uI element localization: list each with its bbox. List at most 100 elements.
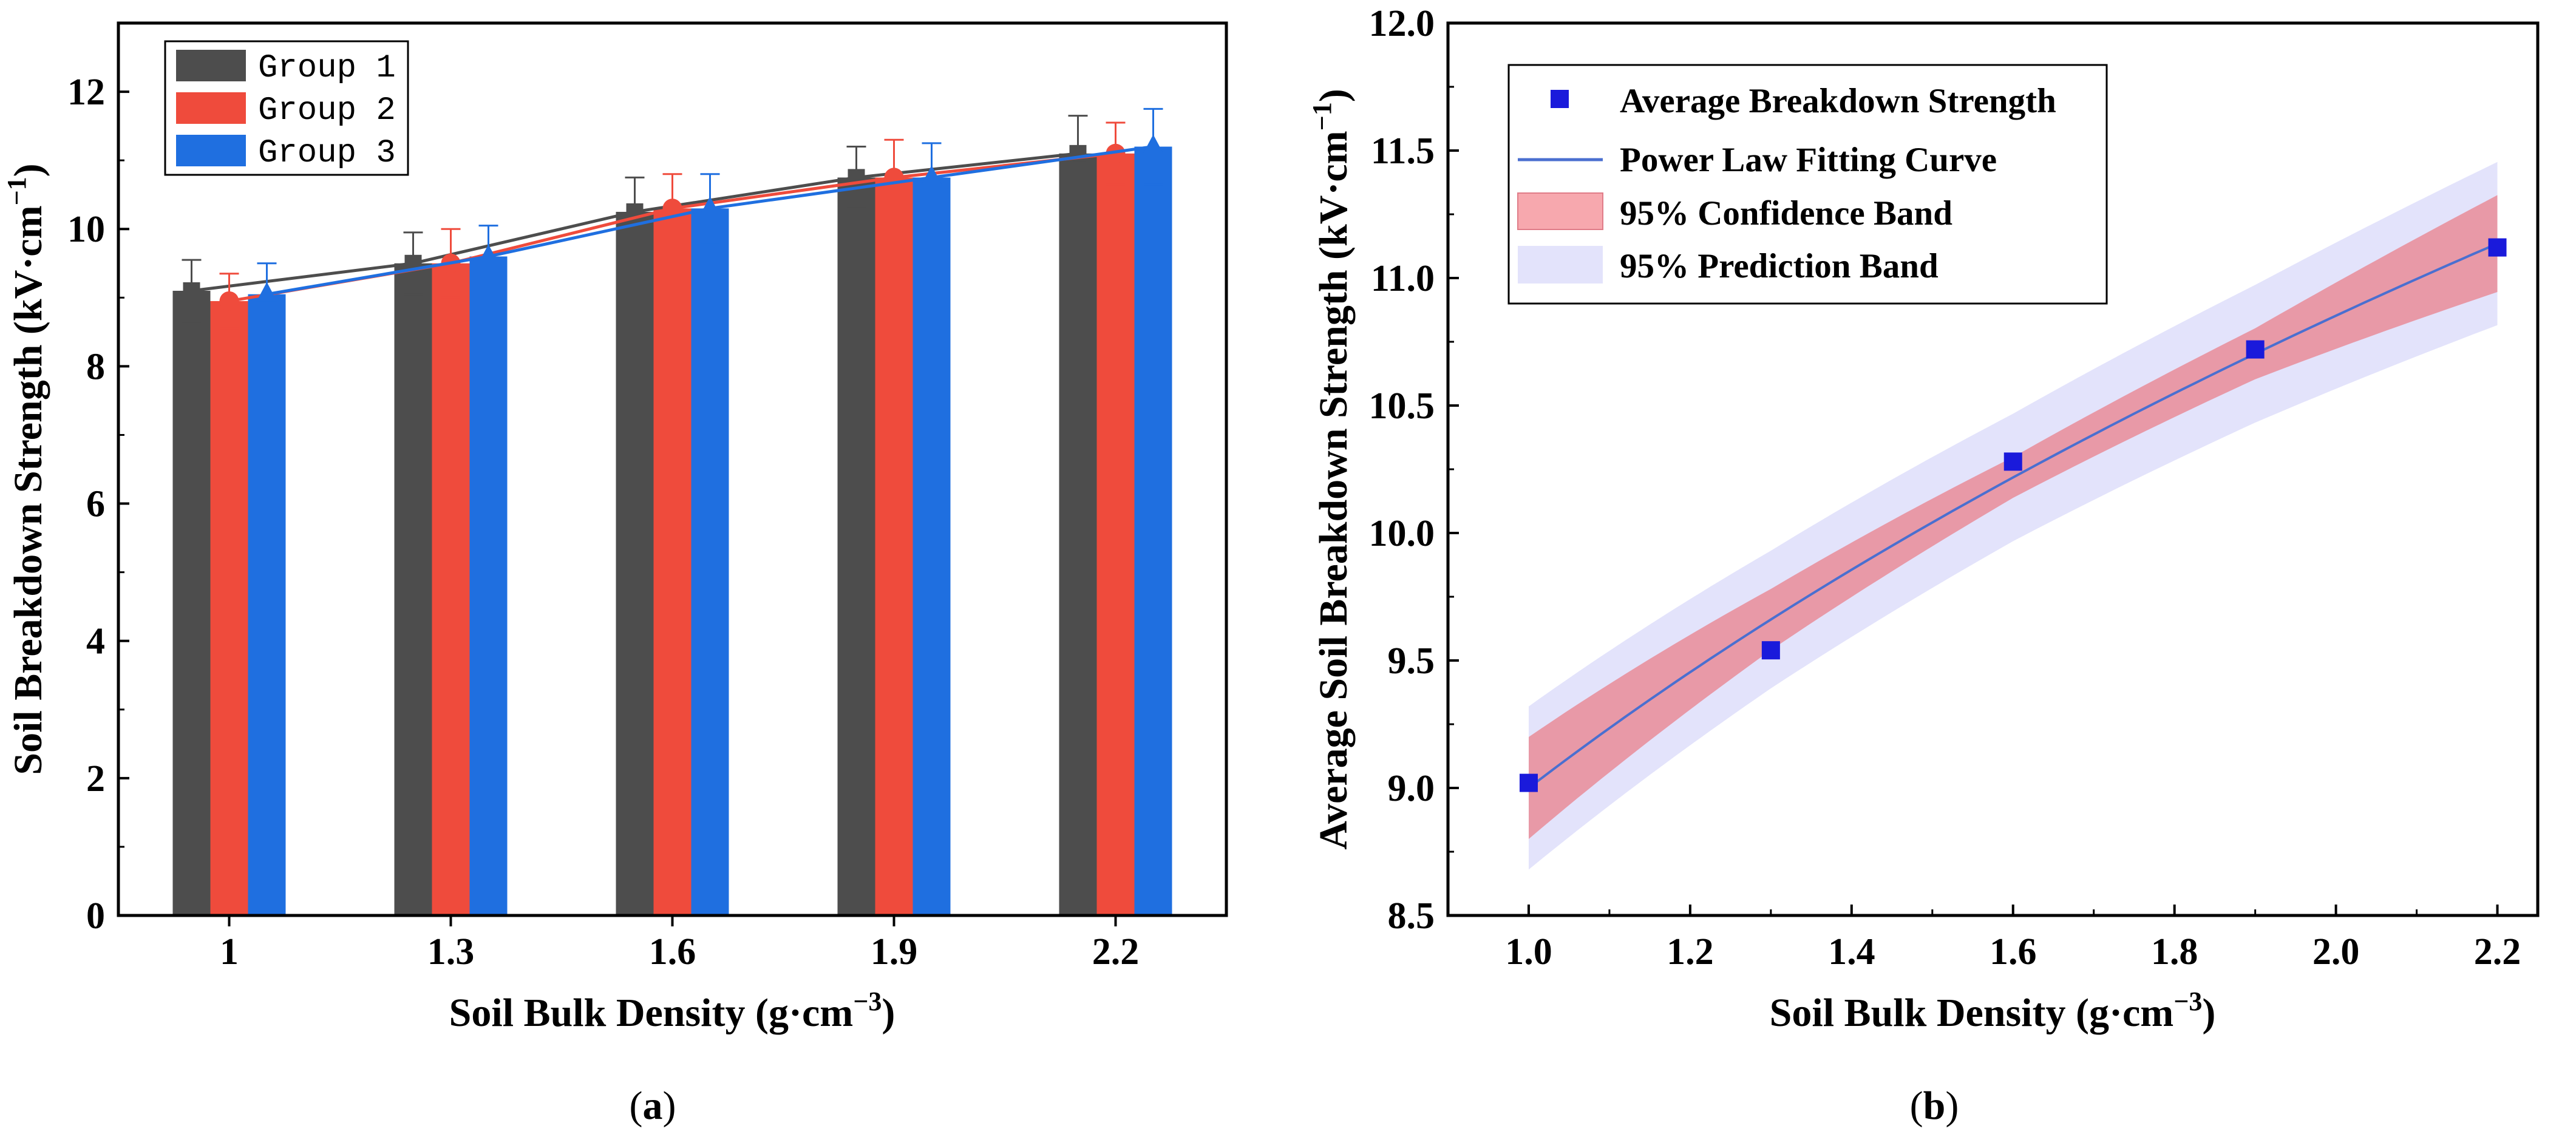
panel-b-x-tick-label-1.2: 1.2: [1667, 931, 1714, 973]
data-point-2.2: [2488, 238, 2507, 257]
panel-b-y-tick-label-11.5: 11.5: [1371, 131, 1435, 172]
panel-b-plot-area: [1519, 161, 2507, 870]
marker-group-3-2.2: [1143, 134, 1164, 154]
legend-swatch-confidence-band: [1517, 192, 1603, 230]
panel-a-caption-letter: a: [643, 1084, 663, 1128]
panel-a-x-axis-label-text: Soil Bulk Density (g·cm: [449, 991, 854, 1035]
bar-group-2-1: [210, 300, 248, 915]
bar-group-1-1.9: [837, 177, 875, 915]
panel-b-x-tick-label-2.0: 2.0: [2313, 931, 2360, 973]
legend-label-confidence-band: 95% Confidence Band: [1620, 194, 1952, 233]
panel-b-y-tick-label-9.0: 9.0: [1388, 768, 1435, 809]
panel-b-y-axis-label: Average Soil Breakdown Strength (kV·cm−1…: [1307, 89, 1356, 849]
panel-b-y-axis-label-close: ): [1311, 89, 1356, 102]
panel-b-x-axis-label: Soil Bulk Density (g·cm−3): [1770, 986, 2216, 1035]
panel-b-caption-letter: b: [1923, 1084, 1946, 1128]
panel-b-ticks: 8.5 9.0 9.5 10.0 10.5 11.0 11.5 12.0 1.0 1.2 1.4 1.…: [1369, 3, 2521, 973]
legend-swatch-group-2: [176, 92, 246, 124]
panel-b: 8.5 9.0 9.5 10.0 10.5 11.0 11.5 12.0 1.0 1.2 1.4 1.…: [1307, 3, 2540, 1128]
bar-group-3-1.3: [469, 256, 508, 915]
legend-label-group-2: Group 2: [258, 92, 396, 129]
panel-a-caption: (a): [630, 1084, 676, 1128]
data-point-1.6: [2003, 452, 2022, 471]
panel-a-y-tick-label-12: 12: [67, 72, 105, 113]
panel-a-y-tick-label-6: 6: [86, 484, 105, 525]
legend-label-group-1: Group 1: [258, 50, 396, 87]
legend-label-average-breakdown-strength: Average Breakdown Strength: [1620, 82, 2056, 120]
panel-b-y-tick-label-9.5: 9.5: [1388, 640, 1435, 682]
panel-b-y-tick-label-10.5: 10.5: [1369, 385, 1435, 427]
panel-b-x-tick-label-1.8: 1.8: [2151, 931, 2198, 973]
panel-a-y-axis-label-close: ): [6, 163, 50, 177]
marker-group-2-1: [219, 291, 239, 311]
legend-swatch-group-3: [176, 135, 246, 166]
marker-group-3-1.6: [699, 196, 721, 216]
marker-group-3-1.9: [921, 165, 942, 185]
panel-a-x-tick-label-1.3: 1.3: [427, 931, 475, 973]
panel-b-x-axis-label-exponent: −3: [2173, 986, 2202, 1016]
panel-a-y-tick-label-10: 10: [67, 209, 105, 250]
panel-b-y-tick-label-11.0: 11.0: [1371, 258, 1435, 299]
bar-group-1-1: [172, 291, 211, 915]
legend-label-prediction-band: 95% Prediction Band: [1620, 247, 1939, 285]
panel-b-y-axis-label-exponent: −1: [1307, 102, 1337, 131]
data-point-1.3: [1761, 641, 1780, 660]
panel-b-legend: Average Breakdown Strength Power Law Fit…: [1507, 64, 2108, 305]
panel-b-caption: (b): [1910, 1084, 1959, 1128]
legend-swatch-group-1: [176, 50, 246, 81]
marker-group-2-2.2: [1106, 143, 1126, 163]
panel-a-x-tick-label-2.2: 2.2: [1092, 931, 1140, 973]
panel-a: 0 2 4 6 8 10 12 1 1.3 1.6 1.9 2.2 Group 1 Group 2 G…: [2, 21, 1228, 1128]
panel-b-legend-box: [1507, 64, 2108, 305]
panel-a-x-tick-label-1: 1: [220, 931, 239, 973]
panel-a-x-axis-label: Soil Bulk Density (g·cm−3): [449, 986, 895, 1035]
panel-b-x-axis-label-text: Soil Bulk Density (g·cm: [1770, 991, 2174, 1035]
bar-group-2-2.2: [1096, 153, 1135, 915]
panel-b-y-tick-label-10.0: 10.0: [1369, 513, 1435, 554]
bar-group-3-1: [248, 294, 286, 916]
panel-b-y-tick-label-8.5: 8.5: [1388, 895, 1435, 937]
panel-a-x-tick-label-1.9: 1.9: [871, 931, 918, 973]
panel-a-y-tick-label-4: 4: [86, 621, 105, 662]
panel-a-y-axis-label-text: Soil Breakdown Strength (kV·cm: [6, 205, 50, 775]
panel-a-plot-area: [172, 107, 1172, 916]
bar-group-2-1.6: [653, 208, 692, 916]
panel-a-x-axis-label-close: ): [882, 991, 895, 1035]
panel-b-y-tick-label-12.0: 12.0: [1369, 3, 1435, 44]
panel-a-y-axis-label: Soil Breakdown Strength (kV·cm−1): [2, 163, 50, 775]
bar-group-1-2.2: [1059, 153, 1097, 915]
legend-label-power-law-fit: Power Law Fitting Curve: [1620, 141, 1997, 179]
panel-b-y-axis-label-text: Average Soil Breakdown Strength (kV·cm: [1311, 131, 1356, 849]
bar-group-1-1.3: [394, 263, 432, 915]
panel-a-y-axis-label-exponent: −1: [2, 177, 32, 205]
panel-a-y-tick-label-0: 0: [86, 895, 105, 937]
bar-group-2-1.3: [432, 263, 470, 915]
bar-group-3-2.2: [1134, 146, 1172, 916]
marker-group-2-1.6: [662, 199, 682, 219]
panel-b-x-tick-label-1.6: 1.6: [1990, 931, 2037, 973]
panel-a-y-tick-label-8: 8: [86, 346, 105, 387]
panel-a-y-tick-label-2: 2: [86, 758, 105, 800]
data-point-1.9: [2246, 340, 2265, 359]
bar-group-3-1.9: [912, 177, 951, 915]
panel-b-x-tick-label-1.4: 1.4: [1828, 931, 1875, 973]
bar-group-3-1.6: [691, 208, 729, 916]
panel-a-legend: Group 1 Group 2 Group 3: [164, 40, 409, 176]
marker-group-1-1: [183, 282, 200, 299]
panel-a-x-tick-label-1.6: 1.6: [649, 931, 696, 973]
bar-group-2-1.9: [875, 177, 913, 915]
bar-group-1-1.6: [616, 211, 654, 915]
marker-group-3-1: [256, 282, 277, 302]
legend-marker-average-breakdown-strength: [1551, 90, 1569, 108]
panel-b-x-tick-label-2.2: 2.2: [2474, 931, 2521, 973]
marker-group-3-1.3: [478, 244, 499, 264]
power-law-fit-curve: [1528, 242, 2498, 789]
data-point-1.0: [1519, 773, 1538, 792]
panel-a-x-axis-label-exponent: −3: [853, 986, 882, 1016]
panel-a-ticks: 0 2 4 6 8 10 12 1 1.3 1.6 1.9 2.2: [67, 72, 1139, 973]
panel-b-x-tick-label-1.0: 1.0: [1505, 931, 1552, 973]
legend-swatch-prediction-band: [1518, 246, 1603, 284]
legend-label-group-3: Group 3: [258, 135, 396, 172]
panel-b-x-axis-label-close: ): [2202, 991, 2215, 1035]
